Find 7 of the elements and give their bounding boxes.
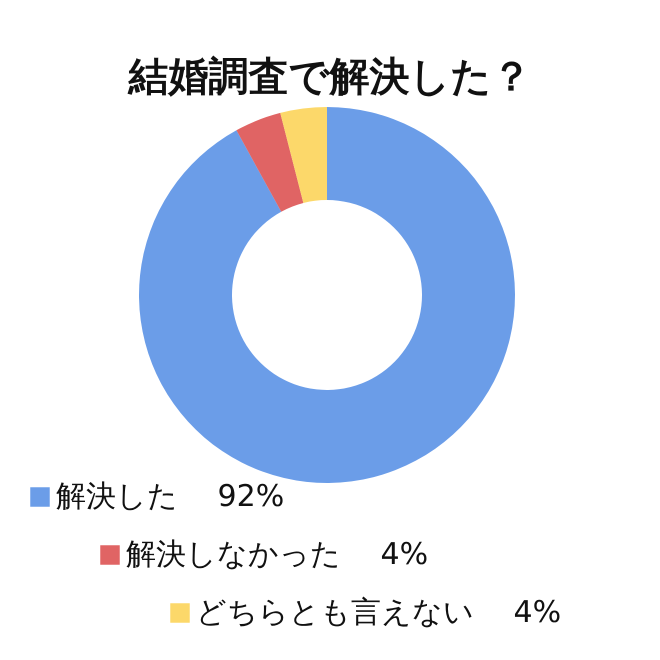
legend-label: どちらとも言えない 4%: [196, 595, 562, 630]
legend-label: 解決した 92%: [56, 479, 284, 514]
donut-slice: [280, 107, 327, 203]
donut-slice: [236, 112, 304, 212]
legend-label: 解決しなかった 4%: [126, 537, 428, 572]
donut-slice: [139, 107, 515, 483]
chart-title: 結婚調査で解決した？: [128, 54, 532, 100]
